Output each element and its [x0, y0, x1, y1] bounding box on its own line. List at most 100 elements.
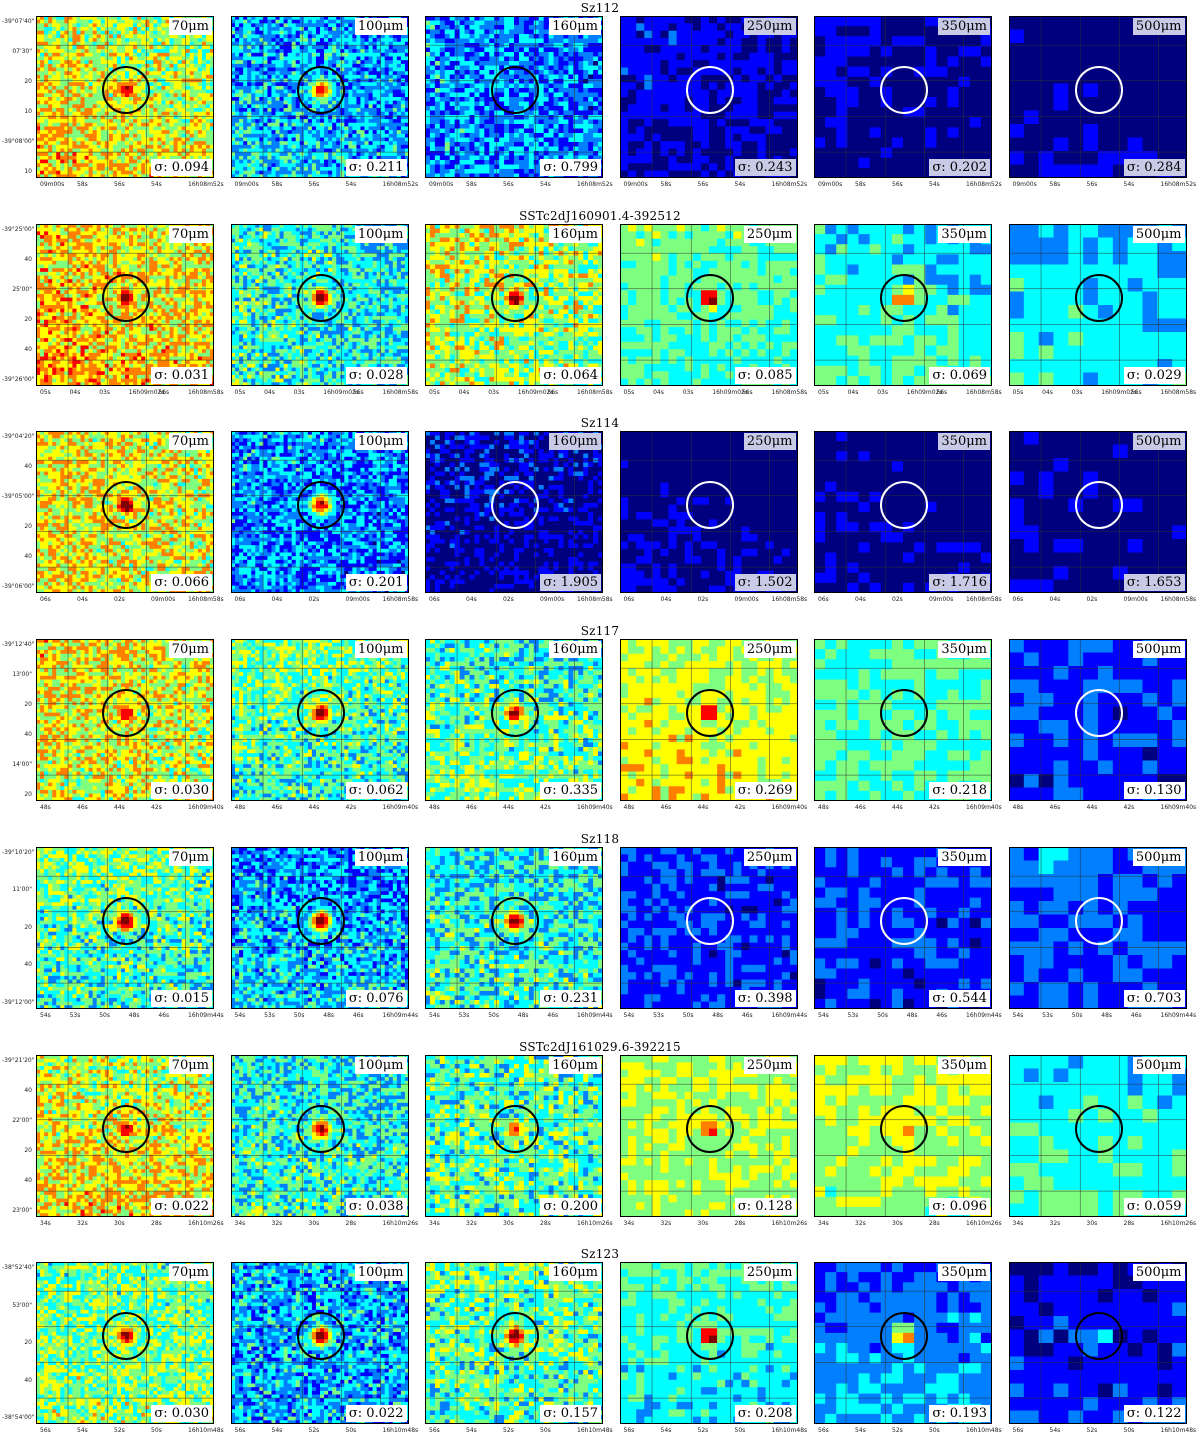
map-panel: 70μm σ: 0.030 [36, 1262, 214, 1425]
ra-tick-label: 28s [151, 1220, 162, 1227]
ra-tick-label: 04s [264, 389, 275, 396]
aperture-circle [880, 689, 928, 738]
sigma-label: σ: 0.059 [1123, 1197, 1185, 1215]
flux-map [36, 431, 214, 594]
map-panel: 70μm σ: 0.066 [36, 431, 214, 594]
aperture-circle [685, 273, 734, 322]
ra-tick-label: 09m00s [235, 181, 259, 188]
map-panel: 250μm σ: 0.398 [619, 846, 798, 1009]
band-label: 70μm [168, 225, 212, 243]
sigma-label: σ: 0.128 [734, 1197, 796, 1215]
band-label: 100μm [354, 848, 407, 866]
aperture-circle [491, 689, 539, 738]
ra-tick-label: 30s [698, 1220, 709, 1227]
aperture-circle [685, 1312, 734, 1361]
ra-tick-label: 54s [346, 181, 357, 188]
sigma-label: σ: 0.703 [1123, 989, 1185, 1007]
band-label: 100μm [354, 641, 407, 659]
ra-tick-label: 03s [99, 389, 110, 396]
ra-tick-label: 46s [661, 804, 672, 811]
ra-tick-label: 56s [429, 1427, 440, 1434]
map-panel: 350μm σ: 1.716 [814, 431, 992, 594]
flux-map [425, 431, 603, 594]
ra-tick-label: 54s [151, 181, 162, 188]
ra-tick-label: 44s [892, 804, 903, 811]
aperture-circle [491, 273, 539, 322]
ra-tick-label: 16h08m58s [188, 389, 224, 396]
map-panel: 100μm σ: 0.076 [230, 846, 409, 1009]
aperture-circle [102, 1312, 150, 1361]
band-label: 250μm [743, 641, 796, 659]
band-label: 100μm [354, 225, 407, 243]
ra-tick-label: 16h09m44s [966, 1012, 1002, 1019]
ra-tick-label: 48s [907, 1012, 918, 1019]
ra-tick-label: 56s [818, 1427, 829, 1434]
sigma-label: σ: 0.028 [345, 366, 407, 384]
ra-tick-label: 16h09m02s [323, 389, 359, 396]
flux-map [1008, 431, 1187, 594]
ra-tick-label: 16h10m26s [1161, 1220, 1197, 1227]
ra-tick-label: 09m00s [40, 181, 64, 188]
dec-tick-label: -39°05'00" [2, 493, 34, 500]
map-panel: 350μm σ: 0.544 [814, 846, 992, 1009]
sigma-label: σ: 0.085 [734, 366, 796, 384]
flux-map [619, 431, 798, 594]
map-panel: 100μm σ: 0.211 [230, 16, 409, 178]
flux-map [36, 846, 214, 1009]
ra-tick-label: 48s [518, 1012, 529, 1019]
dec-tick-label: 07'30" [2, 48, 32, 55]
aperture-circle [1074, 896, 1123, 945]
aperture-circle [491, 66, 539, 114]
row-title: Sz117 [0, 624, 1200, 638]
flux-map [230, 16, 409, 178]
dec-tick-label: 40 [2, 463, 32, 470]
dec-tick-label: 40 [2, 256, 32, 263]
ra-tick-label: 04s [653, 389, 664, 396]
ra-tick-label: 50s [1072, 1012, 1083, 1019]
ra-tick-label: 58s [466, 181, 477, 188]
map-panel: 70μm σ: 0.031 [36, 223, 214, 386]
ra-tick-label: 56s [353, 389, 364, 396]
band-label: 160μm [549, 225, 601, 243]
ra-tick-label: 28s [346, 1220, 357, 1227]
dec-tick-label: 20 [2, 78, 32, 85]
flux-map [1008, 16, 1187, 178]
ra-tick-label: 32s [661, 1220, 672, 1227]
dec-tick-label: 20 [2, 924, 32, 931]
ra-tick-label: 34s [1013, 1220, 1024, 1227]
sigma-label: σ: 0.096 [929, 1197, 990, 1215]
flux-map [814, 16, 992, 178]
flux-map [619, 1262, 798, 1425]
ra-tick-label: 02s [309, 596, 320, 603]
ra-tick-label: 05s [624, 389, 635, 396]
ra-tick-label: 50s [99, 1012, 110, 1019]
band-label: 70μm [168, 18, 212, 35]
dec-tick-label: 20 [2, 1147, 32, 1154]
dec-tick-label: 53'00" [2, 1302, 32, 1309]
dec-tick-label: -39°07'40" [2, 18, 34, 25]
ra-tick-label: 46s [936, 1012, 947, 1019]
aperture-circle [685, 689, 734, 738]
sigma-label: σ: 0.157 [540, 1405, 601, 1423]
dec-tick-label: -39°08'00" [2, 138, 34, 145]
ra-tick-label: 09m00s [1124, 596, 1148, 603]
flux-map [230, 846, 409, 1009]
ra-tick-label: 04s [466, 596, 477, 603]
dec-tick-label: -39°25'00" [2, 226, 34, 233]
ra-tick-label: 16h09m40s [577, 804, 613, 811]
ra-tick-label: 04s [70, 389, 81, 396]
sigma-label: σ: 0.201 [345, 574, 407, 592]
ra-tick-label: 16h09m02s [129, 389, 165, 396]
sigma-label: σ: 1.905 [540, 574, 601, 592]
ra-tick-label: 44s [309, 804, 320, 811]
ra-tick-label: 42s [151, 804, 162, 811]
band-label: 70μm [168, 641, 212, 659]
map-panel: 500μm σ: 0.703 [1008, 846, 1187, 1009]
ra-tick-label: 16h09m40s [383, 804, 419, 811]
ra-tick-label: 48s [40, 804, 51, 811]
ra-tick-label: 50s [346, 1427, 357, 1434]
ra-tick-label: 56s [158, 389, 169, 396]
aperture-circle [1074, 66, 1123, 114]
ra-tick-label: 16h08m58s [1161, 596, 1197, 603]
